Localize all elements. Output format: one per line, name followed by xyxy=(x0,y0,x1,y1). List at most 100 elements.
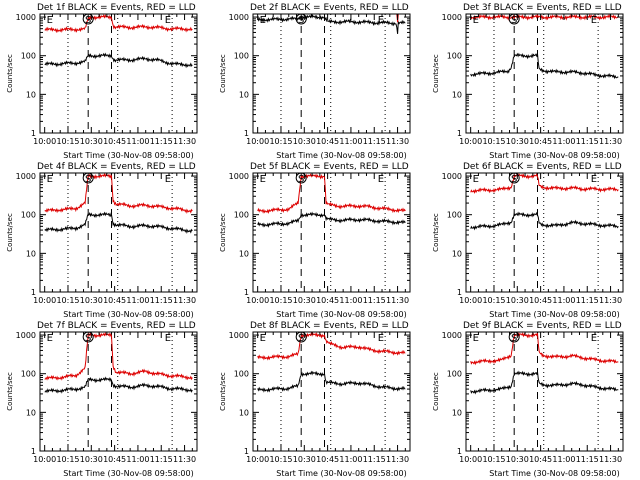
x-tick-label: 10:00 xyxy=(459,296,482,305)
plot-frame xyxy=(252,331,411,452)
y-tick-label: 1000 xyxy=(229,13,249,22)
series-line xyxy=(257,211,406,228)
x-tick-label: 11:30 xyxy=(599,137,622,146)
y-tick-label: 1 xyxy=(31,447,36,456)
series-line xyxy=(470,332,619,366)
series-line xyxy=(44,211,193,234)
x-tick-label: 10:30 xyxy=(293,455,316,464)
series-line xyxy=(257,173,406,215)
series-line xyxy=(470,370,619,395)
x-tick-label: 10:00 xyxy=(33,137,56,146)
y-tick-label: 100 xyxy=(21,52,36,61)
chart-title: Det 3f BLACK = Events, RED = LLD xyxy=(463,3,622,13)
chart-panel: Det 9f BLACK = Events, RED = LLD Counts/s… xyxy=(432,321,624,478)
chart-panel: Det 1f BLACK = Events, RED = LLD Counts/s… xyxy=(6,3,198,160)
y-axis-label: Counts/sec xyxy=(219,213,227,252)
x-tick-label: 11:15 xyxy=(150,296,173,305)
event-marker-label: S xyxy=(298,333,304,344)
x-tick-label: 11:30 xyxy=(173,455,196,464)
y-axis-label: Counts/sec xyxy=(219,372,227,411)
chart-title: Det 9f BLACK = Events, RED = LLD xyxy=(463,321,622,331)
series-line xyxy=(257,370,406,393)
x-tick-label: 11:30 xyxy=(386,455,409,464)
x-tick-label: 10:45 xyxy=(529,137,552,146)
plot-frame xyxy=(465,331,624,452)
y-tick-label: 10 xyxy=(26,90,36,99)
event-marker-label: S xyxy=(85,174,91,185)
event-marker-label: E xyxy=(165,15,171,26)
x-tick-label: 10:00 xyxy=(246,455,269,464)
y-tick-label: 1 xyxy=(457,129,462,138)
x-tick-label: 11:30 xyxy=(599,296,622,305)
chart-title: Det 2f BLACK = Events, RED = LLD xyxy=(250,3,409,13)
y-tick-label: 10 xyxy=(239,408,249,417)
event-marker-label: E xyxy=(473,15,479,26)
series-line xyxy=(44,173,193,214)
chart-panel: Det 2f BLACK = Events, RED = LLD Counts/s… xyxy=(219,3,411,160)
event-marker-label: E xyxy=(378,174,384,185)
event-marker-label: S xyxy=(511,333,517,344)
chart-panel: Det 6f BLACK = Events, RED = LLD Counts/s… xyxy=(432,162,624,319)
chart-panel: Det 4f BLACK = Events, RED = LLD Counts/s… xyxy=(6,162,198,319)
series-line xyxy=(44,14,193,34)
x-tick-label: 10:00 xyxy=(33,296,56,305)
x-tick-label: 10:15 xyxy=(269,296,292,305)
y-axis-label: Counts/sec xyxy=(6,54,14,93)
chart-panel: Det 5f BLACK = Events, RED = LLD Counts/s… xyxy=(219,162,411,319)
x-tick-label: 11:15 xyxy=(363,296,386,305)
x-tick-label: 10:30 xyxy=(506,296,529,305)
x-tick-label: 11:00 xyxy=(126,296,149,305)
y-tick-label: 1000 xyxy=(442,331,462,340)
x-tick-label: 10:15 xyxy=(56,455,79,464)
y-tick-label: 1000 xyxy=(229,172,249,181)
x-tick-label: 10:45 xyxy=(316,296,339,305)
x-tick-label: 10:45 xyxy=(529,296,552,305)
x-tick-label: 10:15 xyxy=(482,137,505,146)
y-tick-label: 10 xyxy=(239,90,249,99)
y-tick-label: 1000 xyxy=(16,172,36,181)
y-tick-label: 100 xyxy=(21,370,36,379)
x-tick-label: 10:00 xyxy=(246,137,269,146)
x-tick-label: 10:45 xyxy=(529,455,552,464)
plot-frame xyxy=(39,172,198,293)
x-axis-label: Start Time (30-Nov-08 09:58:00) xyxy=(63,469,193,478)
event-marker-label: E xyxy=(47,15,53,26)
x-tick-label: 11:00 xyxy=(339,137,362,146)
series-line xyxy=(470,14,619,21)
event-marker-label: S xyxy=(298,15,304,26)
event-marker-label: E xyxy=(260,174,266,185)
chart-panel: Det 3f BLACK = Events, RED = LLD Counts/s… xyxy=(432,3,624,160)
y-tick-label: 100 xyxy=(447,211,462,220)
series-line xyxy=(257,14,406,34)
event-marker-label: E xyxy=(378,15,384,26)
series-line xyxy=(44,52,193,69)
x-axis-label: Start Time (30-Nov-08 09:58:00) xyxy=(489,151,619,160)
event-marker-label: S xyxy=(85,15,91,26)
x-tick-label: 10:15 xyxy=(56,296,79,305)
y-axis-label: Counts/sec xyxy=(432,372,440,411)
plot-frame xyxy=(39,331,198,452)
event-marker-label: S xyxy=(298,174,304,185)
y-tick-label: 1000 xyxy=(16,331,36,340)
y-axis-label: Counts/sec xyxy=(432,213,440,252)
y-tick-label: 1 xyxy=(31,129,36,138)
x-tick-label: 10:15 xyxy=(269,137,292,146)
x-tick-label: 11:15 xyxy=(576,296,599,305)
y-tick-label: 1 xyxy=(244,447,249,456)
series-line xyxy=(44,376,193,394)
y-tick-label: 100 xyxy=(234,211,249,220)
event-marker-label: E xyxy=(47,333,53,344)
x-tick-label: 11:15 xyxy=(576,455,599,464)
x-axis-label: Start Time (30-Nov-08 09:58:00) xyxy=(276,310,406,319)
y-tick-label: 100 xyxy=(447,52,462,61)
event-marker-label: E xyxy=(260,15,266,26)
series-line xyxy=(470,52,619,80)
x-tick-label: 11:00 xyxy=(126,455,149,464)
x-tick-label: 10:45 xyxy=(316,455,339,464)
plot-frame xyxy=(465,172,624,293)
chart-title: Det 8f BLACK = Events, RED = LLD xyxy=(250,321,409,331)
event-marker-label: E xyxy=(165,333,171,344)
y-tick-label: 10 xyxy=(452,408,462,417)
x-tick-label: 10:15 xyxy=(482,455,505,464)
